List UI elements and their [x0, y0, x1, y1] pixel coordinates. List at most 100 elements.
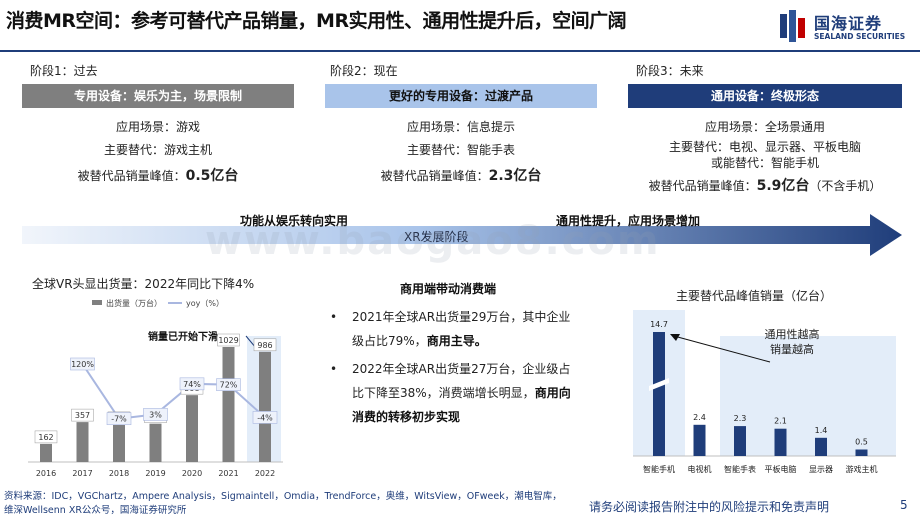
- stage1-replace: 主要替代：游戏主机: [103, 143, 212, 157]
- vr-yoy-line: [81, 363, 266, 420]
- substitute-value-平板电脑: 2.1: [774, 417, 787, 426]
- substitute-chart-title: 主要替代品峰值销量（亿台）: [676, 289, 833, 303]
- stage2-bar: 更好的专用设备：过渡产品: [325, 84, 597, 108]
- vr-bar-2020: [186, 395, 198, 462]
- vr-bar-value-2016: 162: [38, 433, 53, 442]
- page-title: 消费MR空间：参考可替代产品销量，MR实用性、通用性提升后，空间广阔: [6, 10, 627, 32]
- vr-year-label-2019: 2019: [145, 469, 165, 478]
- commercial-title: 商用端带动消费端: [400, 282, 497, 296]
- annotation-line1: 通用性越高: [765, 327, 820, 341]
- stage2-label: 阶段2：现在: [330, 64, 398, 78]
- vr-yoy-label-box-2018: [106, 412, 132, 426]
- annotation-arrow-line: [673, 335, 771, 363]
- xr-stage-arrow: [22, 214, 902, 256]
- bullet-item-1: • 2021年全球AR出货量29万台，其中企业级占比79%，商用主导。: [330, 305, 580, 353]
- vr-yoy-label-box-2020: [179, 377, 205, 391]
- stage3-label: 阶段3：未来: [636, 64, 704, 78]
- decline-callout: 销量已开始下滑: [148, 330, 218, 343]
- annotation-line2: 销量越高: [770, 342, 814, 356]
- vr-bar-2022: [259, 351, 271, 462]
- vr-year-label-2022: 2022: [255, 469, 275, 478]
- substitute-category-智能手机: 智能手机: [643, 464, 675, 474]
- vr-yoy-label-box-2022: [252, 411, 278, 424]
- stage2-peak-value: 2.3亿台: [488, 168, 542, 184]
- substitute-bar-平板电脑: [774, 428, 787, 456]
- vr-year-label-2017: 2017: [72, 469, 92, 478]
- stage2-replace: 主要替代：智能手表: [406, 143, 515, 157]
- vr-yoy-value-2020: 74%: [183, 380, 201, 389]
- logo-text-cn: 国海证券: [814, 14, 883, 33]
- vr-bar-2018: [113, 424, 125, 462]
- stage3-peak-note: （不含手机）: [809, 179, 882, 193]
- stage1-peak-prefix: 被替代品销量峰值：: [77, 169, 186, 183]
- vr-year-label-2020: 2020: [182, 469, 202, 478]
- bullet-item-2: • 2022年全球AR出货量27万台，企业级占比下降至38%，消费端增长明显，商…: [330, 357, 580, 429]
- page-number: 5: [900, 498, 908, 512]
- stage3-scene: 应用场景：全场景通用: [704, 120, 825, 134]
- legend-line-label: yoy（%）: [186, 299, 224, 308]
- substitute-value-电视机: 2.4: [693, 413, 706, 422]
- substitute-bar-智能手机: [653, 332, 665, 456]
- substitute-category-游戏主机: 游戏主机: [846, 464, 878, 474]
- bullet-dot-2: •: [330, 362, 338, 376]
- substitute-peak-chart: 通用性越高 销量越高 14.7 智能手机 2.4 电视机 2.3 智能手表 2.1 平板电脑 1…: [633, 310, 896, 474]
- substitute-value-显示器: 1.4: [815, 426, 828, 435]
- vr-bar-label-box-2016: [34, 430, 58, 444]
- vr-bar-value-2017: 357: [75, 411, 90, 420]
- substitute-category-平板电脑: 平板电脑: [765, 464, 797, 474]
- vr-bar-label-box-2017: [71, 408, 94, 422]
- title-divider: [0, 50, 920, 52]
- brand-logo: 国海证券 SEALAND SECURITIES: [780, 8, 916, 48]
- arrow-caption-left: 功能从娱乐转向实用: [240, 214, 349, 228]
- vr-year-label-2016: 2016: [36, 469, 56, 478]
- vr-yoy-value-2021: 72%: [220, 381, 238, 390]
- bullet-dot-1: •: [330, 310, 338, 324]
- substitute-value-智能手表: 2.3: [734, 414, 747, 423]
- stage1-label: 阶段1：过去: [30, 64, 98, 78]
- substitute-value-游戏主机: 0.5: [855, 438, 868, 447]
- bullet2-text: 2022年全球AR出货量27万台，企业级占比下降至38%，消费端增长明显，: [352, 362, 571, 400]
- stage3-peak-prefix: 被替代品销量峰值：: [648, 179, 757, 193]
- substitute-value-智能手机: 14.7: [650, 320, 668, 329]
- disclaimer: 请务必阅读报告附注中的风险提示和免责声明: [589, 500, 830, 514]
- arrow-label: XR发展阶段: [404, 230, 469, 244]
- vr-yoy-label-box-2019: [143, 408, 168, 421]
- substitute-bar-电视机: [693, 424, 706, 456]
- vr-yoy-value-2019: 3%: [149, 410, 162, 419]
- substitute-bar-游戏主机: [855, 449, 868, 456]
- vr-yoy-value-2022: -4%: [257, 413, 273, 422]
- stage3-bar: 通用设备：终极形态: [628, 84, 902, 108]
- stage1-scene: 应用场景：游戏: [115, 120, 200, 134]
- vr-yoy-label-box-2017: [70, 357, 95, 371]
- stage2-scene: 应用场景：信息提示: [406, 120, 515, 134]
- vr-yoy-value-2018: -7%: [111, 415, 127, 424]
- vr-bar-value-2021: 1029: [218, 336, 238, 345]
- stage3-peak: 被替代品销量峰值：5.9亿台（不含手机）: [628, 176, 902, 196]
- vr-chart-title: 全球VR头显出货量：2022年同比下降4%: [32, 277, 255, 291]
- vr-bar-2017: [76, 422, 89, 462]
- stage1-peak: 被替代品销量峰值：0.5亿台: [22, 166, 294, 186]
- vr-year-label-2021: 2021: [218, 469, 238, 478]
- stage2-peak: 被替代品销量峰值：2.3亿台: [325, 166, 597, 186]
- vr-bar-value-2022: 986: [257, 341, 272, 350]
- vr-bar-2021: [222, 347, 235, 462]
- stage1-peak-value: 0.5亿台: [185, 168, 239, 184]
- source-note: 资料来源：IDC，VGChartz，Ampere Analysis，Sigmai…: [4, 491, 562, 516]
- arrow-caption-right: 通用性提升，应用场景增加: [556, 214, 701, 228]
- stage3-replace: 主要替代：电视、显示器、平板电脑: [668, 140, 861, 154]
- vr-yoy-value-2017: 120%: [71, 360, 94, 369]
- stage3-peak-value: 5.9亿台: [756, 178, 810, 194]
- logo-mark-icon: [780, 10, 805, 42]
- stage1-bar: 专用设备：娱乐为主，场景限制: [22, 84, 294, 108]
- substitute-category-显示器: 显示器: [809, 465, 833, 474]
- vr-shipment-chart: 出货量（万台） yoy（%） 销量已开始下滑 16220163572017332…: [28, 298, 283, 478]
- bullet1-text: 2021年全球AR出货量29万台，其中企业级占比79%，: [352, 310, 571, 348]
- substitute-category-电视机: 电视机: [688, 464, 712, 474]
- substitute-category-智能手表: 智能手表: [724, 464, 756, 474]
- vr-bar-label-box-2022: [253, 338, 277, 352]
- vr-yoy-label-box-2021: [216, 378, 241, 391]
- stage2-peak-prefix: 被替代品销量峰值：: [380, 169, 489, 183]
- watermark: www.baogao8.com: [205, 218, 661, 264]
- vr-bar-label-box-2021: [217, 333, 240, 347]
- axis-break-mark: [649, 378, 669, 391]
